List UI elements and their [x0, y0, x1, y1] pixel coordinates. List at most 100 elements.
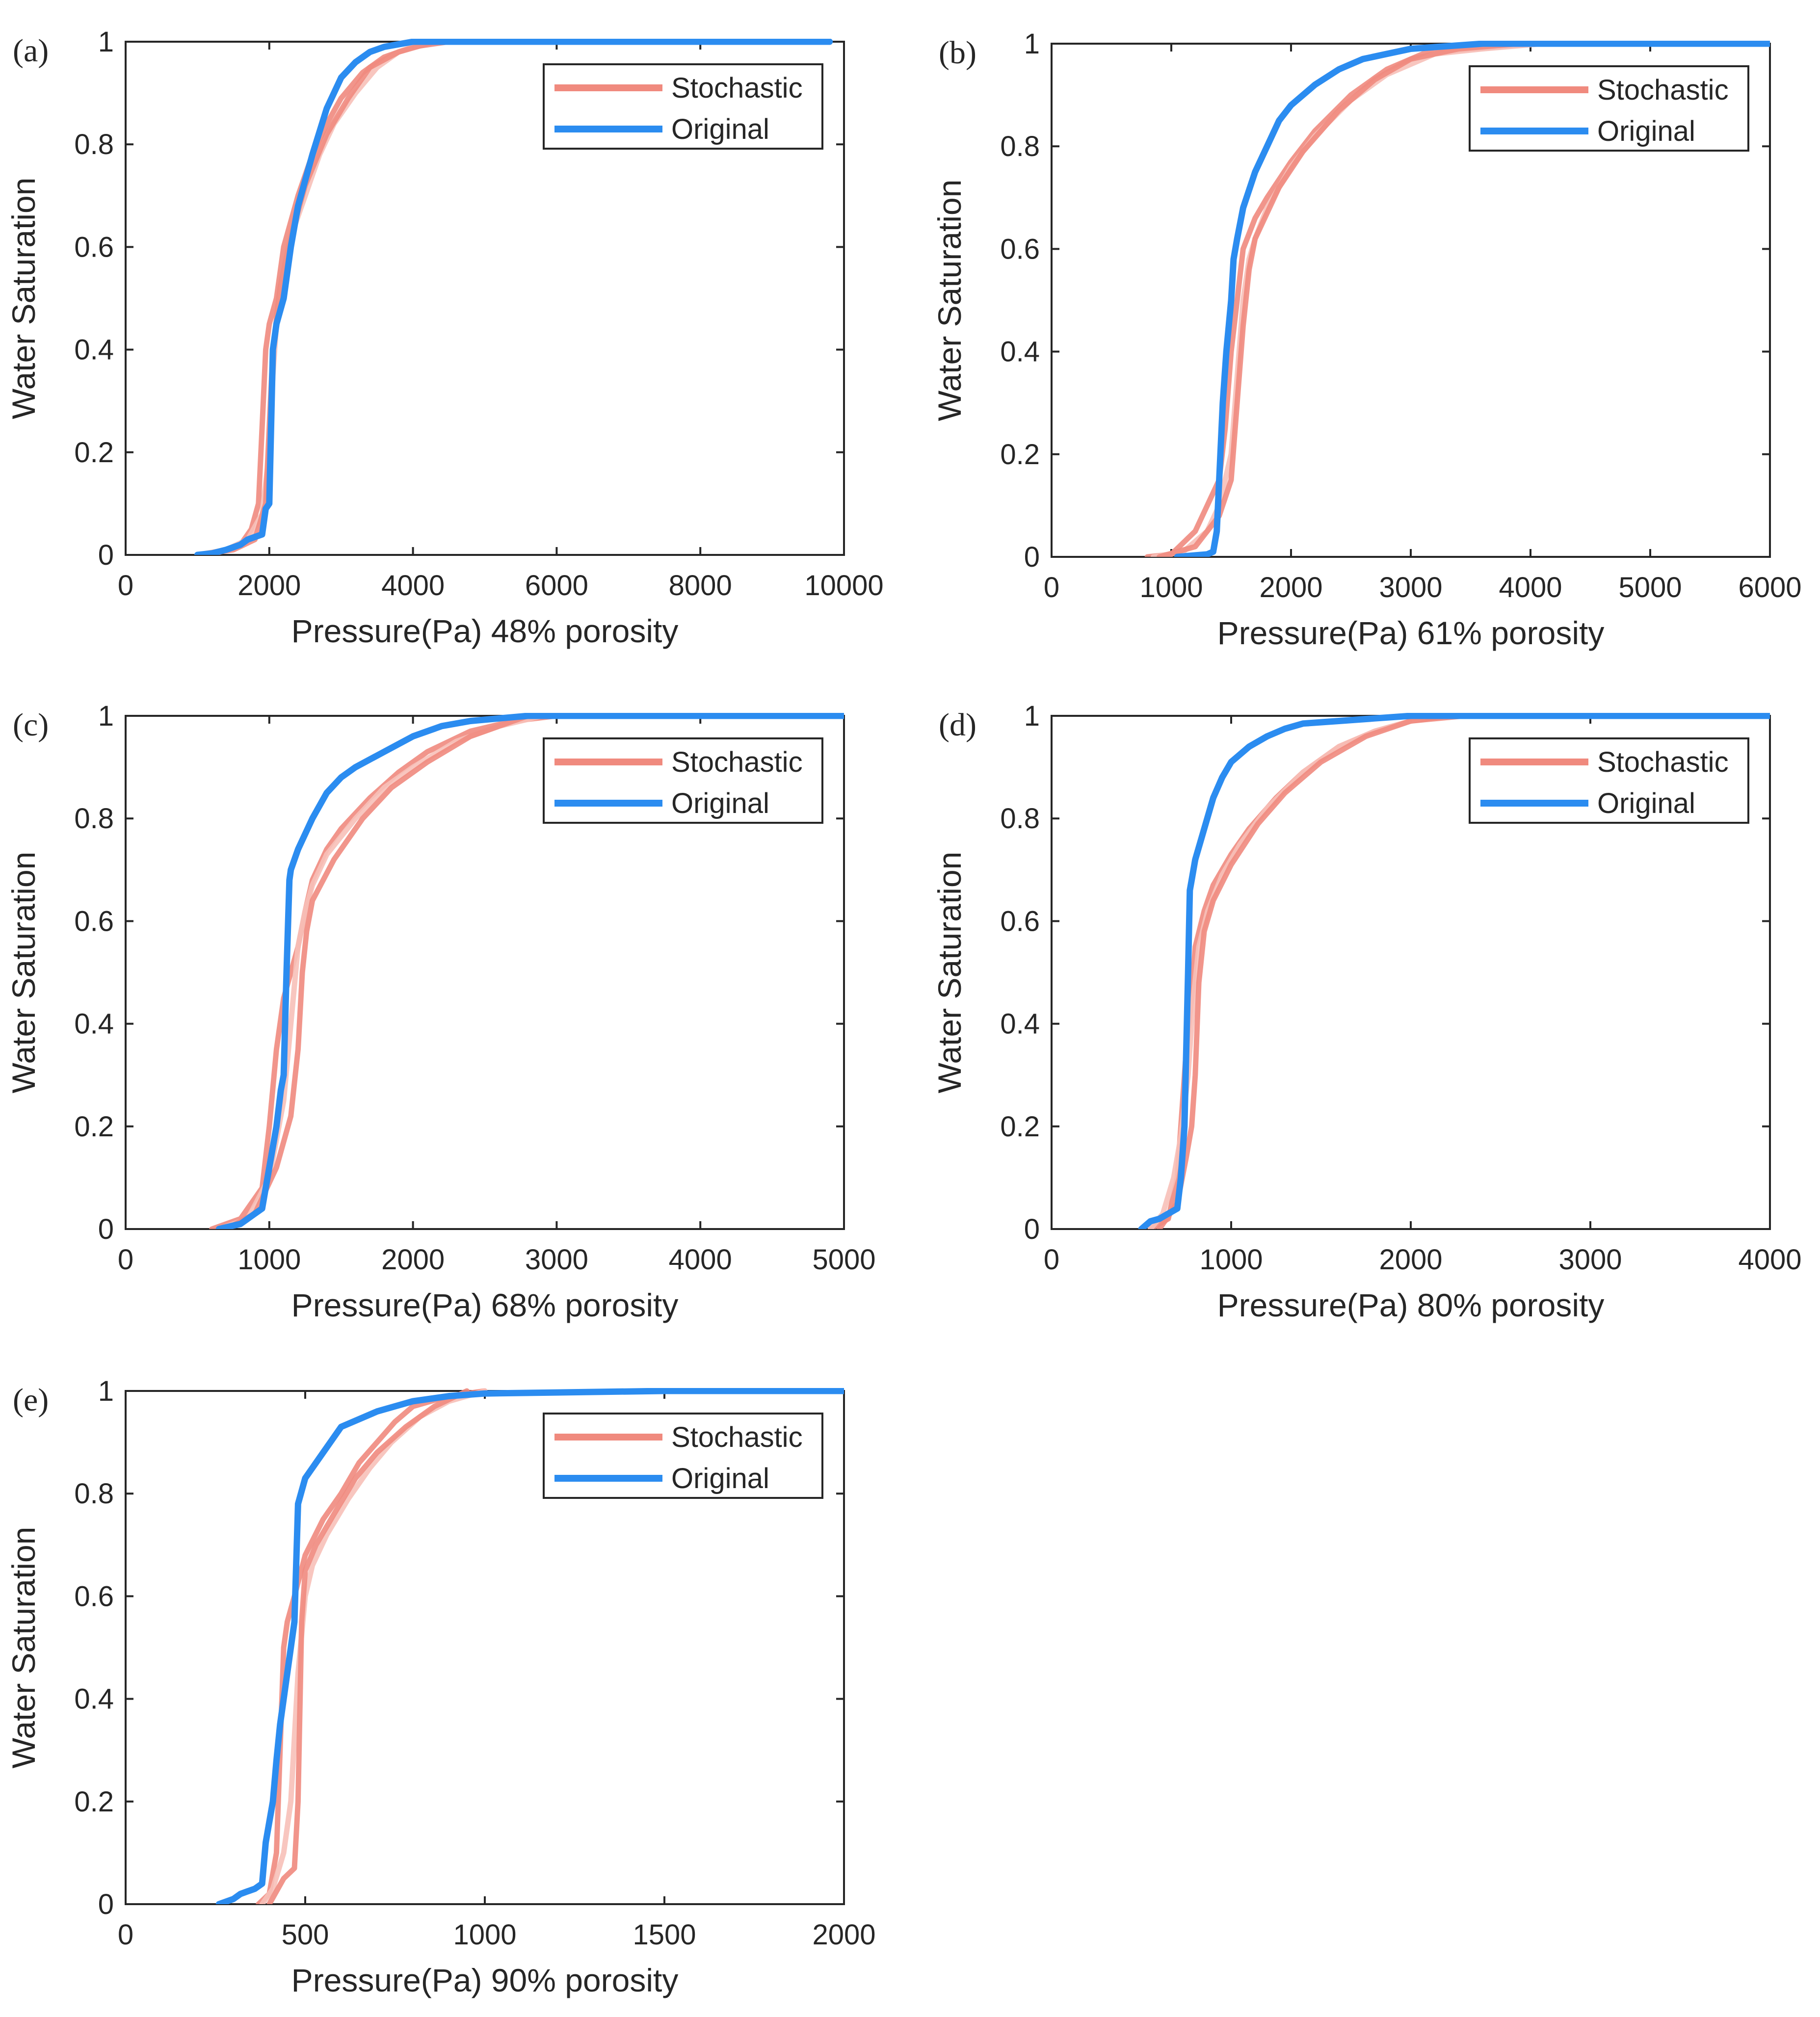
chart-panel-c: 0 1000 2000 3000 4000 5000 0 0.2 0.4 0.6 0.8 1 Press…	[5, 700, 876, 1323]
panel-label: (e)	[13, 1382, 49, 1418]
series-group	[1144, 41, 1770, 557]
y-tick-label: 0	[1024, 1213, 1040, 1245]
x-tick-label: 1000	[237, 1244, 301, 1276]
chart-panel-a: 0 2000 4000 6000 8000 10000 0 0.2 0.4 0.6 0.8 1 Pres…	[5, 26, 884, 649]
legend-label: Original	[671, 113, 769, 145]
legend: Stochastic Original	[543, 737, 823, 824]
series-line-stochastic-0	[194, 39, 488, 555]
x-tick-label: 3000	[1379, 572, 1442, 603]
series-line-stochastic-2	[223, 713, 531, 1229]
y-tick-label: 1	[1024, 700, 1040, 732]
series-group	[1138, 713, 1770, 1229]
panel-label: (b)	[939, 35, 976, 71]
x-tick-label: 8000	[669, 570, 732, 602]
y-tick-label: 0	[1024, 541, 1040, 573]
legend: Stochastic Original	[543, 63, 823, 150]
series-line-stochastic-2	[194, 39, 437, 555]
y-tick-label: 0.8	[1000, 803, 1040, 835]
y-tick-label: 1	[98, 700, 114, 732]
y-tick-label: 0.4	[1000, 336, 1040, 368]
legend-label: Original	[671, 1463, 769, 1494]
y-tick-label: 0	[98, 1213, 114, 1245]
y-tick-label: 0.2	[1000, 439, 1040, 471]
x-axis-label: Pressure(Pa) 61% porosity	[1217, 615, 1605, 651]
y-axis-label: Water Saturation	[5, 1527, 42, 1769]
y-tick-label: 0.6	[1000, 905, 1040, 937]
y-tick-label: 1	[98, 26, 114, 58]
y-tick-label: 0.6	[1000, 233, 1040, 265]
x-tick-label: 2000	[1379, 1244, 1442, 1276]
x-tick-label: 3000	[1558, 1244, 1622, 1276]
x-tick-label: 3000	[525, 1244, 588, 1276]
y-axis-label: Water Saturation	[5, 852, 42, 1094]
y-tick-label: 0.2	[74, 1111, 114, 1143]
y-tick-label: 0.8	[74, 129, 114, 160]
legend-label: Stochastic	[671, 72, 803, 104]
y-tick-label: 0.2	[1000, 1111, 1040, 1143]
x-tick-label: 1500	[633, 1919, 696, 1951]
x-axis-label: Pressure(Pa) 68% porosity	[291, 1287, 679, 1323]
x-axis-label: Pressure(Pa) 48% porosity	[291, 613, 679, 649]
y-tick-label: 0.4	[74, 1008, 114, 1040]
panel-label: (c)	[13, 707, 49, 743]
y-tick-label: 0.8	[74, 1478, 114, 1510]
legend-label: Stochastic	[671, 746, 803, 778]
x-tick-label: 2000	[237, 570, 301, 602]
y-tick-label: 0.6	[74, 1580, 114, 1612]
x-tick-label: 5000	[812, 1244, 875, 1276]
x-tick-label: 4000	[381, 570, 445, 602]
series-line-stochastic-2	[1157, 713, 1468, 1229]
x-tick-label: 6000	[1738, 572, 1801, 603]
series-line-stochastic-2	[1157, 41, 1522, 557]
x-tick-label: 10000	[804, 570, 883, 602]
legend: Stochastic Original	[1469, 65, 1749, 152]
y-tick-label: 0.4	[74, 1683, 114, 1715]
x-axis-label: Pressure(Pa) 80% porosity	[1217, 1287, 1605, 1323]
legend-label: Original	[671, 787, 769, 819]
chart-panel-e: 0 500 1000 1500 2000 0 0.2 0.4 0.6 0.8 1 Pressure(P…	[5, 1375, 876, 1998]
panel-label: (d)	[939, 707, 976, 743]
chart-panel-b: 0 1000 2000 3000 4000 5000 6000 0 0.2 0.4 0.6 0.8 1 P…	[931, 28, 1802, 651]
series-line-original	[215, 713, 844, 1229]
series-line-original	[1174, 41, 1770, 557]
x-tick-label: 0	[118, 1919, 133, 1951]
x-tick-label: 1000	[1139, 572, 1203, 603]
y-tick-label: 0.4	[74, 334, 114, 366]
y-tick-label: 0	[98, 1888, 114, 1920]
plot-area-frame	[125, 715, 845, 1230]
legend-box	[1469, 65, 1749, 152]
y-tick-label: 0.8	[1000, 131, 1040, 162]
y-tick-label: 1	[1024, 28, 1040, 60]
y-tick-label: 0.8	[74, 803, 114, 835]
legend-label: Original	[1597, 787, 1695, 819]
legend-label: Original	[1597, 115, 1695, 147]
x-tick-label: 2000	[812, 1919, 875, 1951]
series-line-stochastic-2	[266, 1388, 470, 1904]
series-line-stochastic-0	[256, 1388, 488, 1904]
y-tick-label: 1	[98, 1375, 114, 1407]
legend: Stochastic Original	[543, 1413, 823, 1499]
series-line-original	[194, 39, 833, 555]
legend-label: Stochastic	[1597, 74, 1729, 106]
series-group	[209, 713, 844, 1229]
x-tick-label: 4000	[1499, 572, 1562, 603]
legend-box	[543, 737, 823, 824]
y-tick-label: 0.4	[1000, 1008, 1040, 1040]
x-tick-label: 2000	[381, 1244, 445, 1276]
y-tick-label: 0.2	[74, 1786, 114, 1818]
x-tick-label: 4000	[1738, 1244, 1801, 1276]
y-tick-label: 0	[98, 539, 114, 571]
x-tick-label: 0	[118, 1244, 133, 1276]
x-tick-label: 0	[1044, 1244, 1059, 1276]
x-tick-label: 1000	[1199, 1244, 1263, 1276]
y-tick-label: 0.6	[74, 231, 114, 263]
y-tick-label: 0.6	[74, 905, 114, 937]
series-line-original	[215, 1388, 844, 1904]
x-tick-label: 1000	[453, 1919, 516, 1951]
y-axis-label: Water Saturation	[931, 852, 968, 1094]
legend: Stochastic Original	[1469, 737, 1749, 824]
x-tick-label: 5000	[1618, 572, 1682, 603]
y-tick-label: 0.2	[74, 437, 114, 469]
legend-box	[1469, 737, 1749, 824]
